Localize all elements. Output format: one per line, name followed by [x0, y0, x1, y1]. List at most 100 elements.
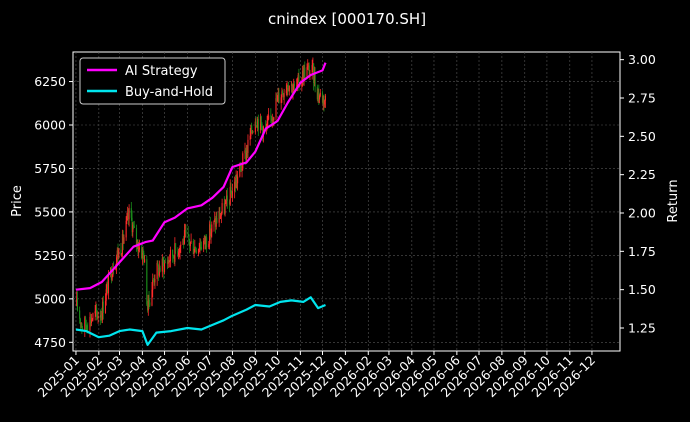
candle-body [271, 115, 273, 121]
candle-body [192, 241, 194, 255]
candle-body [149, 302, 151, 306]
candle-body [252, 131, 254, 133]
candle-body [90, 316, 92, 323]
candle-body [100, 315, 102, 318]
candle-body [199, 244, 201, 249]
candle-body [96, 307, 98, 313]
candle-body [128, 208, 130, 220]
candle-body [321, 92, 324, 103]
candle-body [282, 91, 284, 95]
candle-body [219, 211, 221, 219]
ai-strategy-line [75, 62, 327, 291]
candle-body [323, 96, 325, 105]
candle-body [287, 85, 289, 88]
candle-body [304, 67, 306, 78]
candle-body [194, 246, 196, 253]
candle-body [224, 203, 226, 214]
candle-body [197, 248, 200, 254]
candle-body [244, 150, 246, 154]
candlesticks [76, 57, 327, 338]
candle-body [188, 234, 190, 241]
candle-body [117, 250, 119, 257]
candle-body [166, 262, 169, 264]
candle-body [278, 92, 280, 104]
candle-body [172, 256, 174, 258]
candle-body [135, 227, 138, 245]
candle-body [223, 203, 225, 214]
candle-body [148, 294, 150, 303]
candle-body [231, 193, 233, 198]
candle-body [184, 230, 186, 231]
candle-body [163, 261, 165, 273]
candle-body [106, 283, 108, 290]
candle-body [141, 247, 143, 259]
price-axis: 4750 5000 5250 5500 5750 6000 6250 [34, 74, 73, 350]
candle-body [266, 121, 268, 128]
candle-body [79, 310, 81, 319]
candle-body [101, 315, 103, 320]
candle-body [92, 313, 94, 320]
candle-body [136, 240, 138, 245]
candle-body [273, 117, 275, 120]
candle-body [261, 123, 263, 127]
candle-body [102, 301, 104, 313]
candle-body [80, 323, 82, 325]
candle-body [174, 243, 176, 262]
y2-tick-label: 2.75 [628, 91, 656, 106]
y-tick-label: 5750 [34, 161, 66, 176]
candle-body [125, 220, 127, 238]
candle-body [256, 118, 259, 128]
candle-body [101, 301, 104, 320]
candle-body [161, 258, 163, 272]
candle-body [241, 168, 243, 171]
candle-body [297, 75, 299, 79]
candle-body [158, 267, 160, 276]
candle-body [286, 85, 288, 91]
candle-body [126, 217, 128, 221]
candle-body [104, 300, 107, 313]
candle-body [298, 75, 300, 87]
candle-body [296, 85, 298, 87]
candle-body [312, 63, 314, 65]
candle-body [151, 289, 153, 306]
candle-body [236, 177, 238, 184]
candle-body [169, 249, 171, 262]
candle-body [214, 218, 217, 227]
candle-body [203, 235, 205, 241]
candle-body [179, 245, 181, 253]
candle-body [116, 250, 118, 258]
candle-body [84, 317, 87, 326]
candle-body [94, 311, 96, 314]
candle-body [143, 253, 145, 263]
candle-body [229, 186, 231, 205]
candle-body [127, 213, 129, 220]
candle-body [84, 317, 86, 331]
candle-body [185, 230, 187, 234]
candle-body [239, 164, 241, 177]
candle-body [175, 243, 177, 251]
candle-body [209, 224, 211, 244]
candle-body [105, 289, 107, 301]
candle-body [317, 92, 319, 100]
candle-body [255, 121, 257, 126]
candle-body [221, 203, 223, 214]
candle-body [296, 78, 298, 86]
candle-body [127, 213, 129, 218]
candle-body [162, 258, 164, 262]
candle-body [299, 86, 301, 88]
candle-body [163, 262, 166, 273]
candle-body [182, 238, 184, 245]
candle-body [276, 95, 279, 102]
candle-body [189, 242, 191, 247]
candle-body [234, 181, 236, 188]
candle-body [146, 259, 148, 305]
candle-body [318, 92, 320, 100]
y-tick-label: 5500 [34, 204, 66, 219]
candle-body [280, 97, 282, 104]
candle-body [112, 268, 114, 277]
candle-body [228, 201, 231, 205]
candle-body [319, 92, 321, 96]
candle-body [293, 83, 295, 91]
candle-body [173, 257, 175, 262]
